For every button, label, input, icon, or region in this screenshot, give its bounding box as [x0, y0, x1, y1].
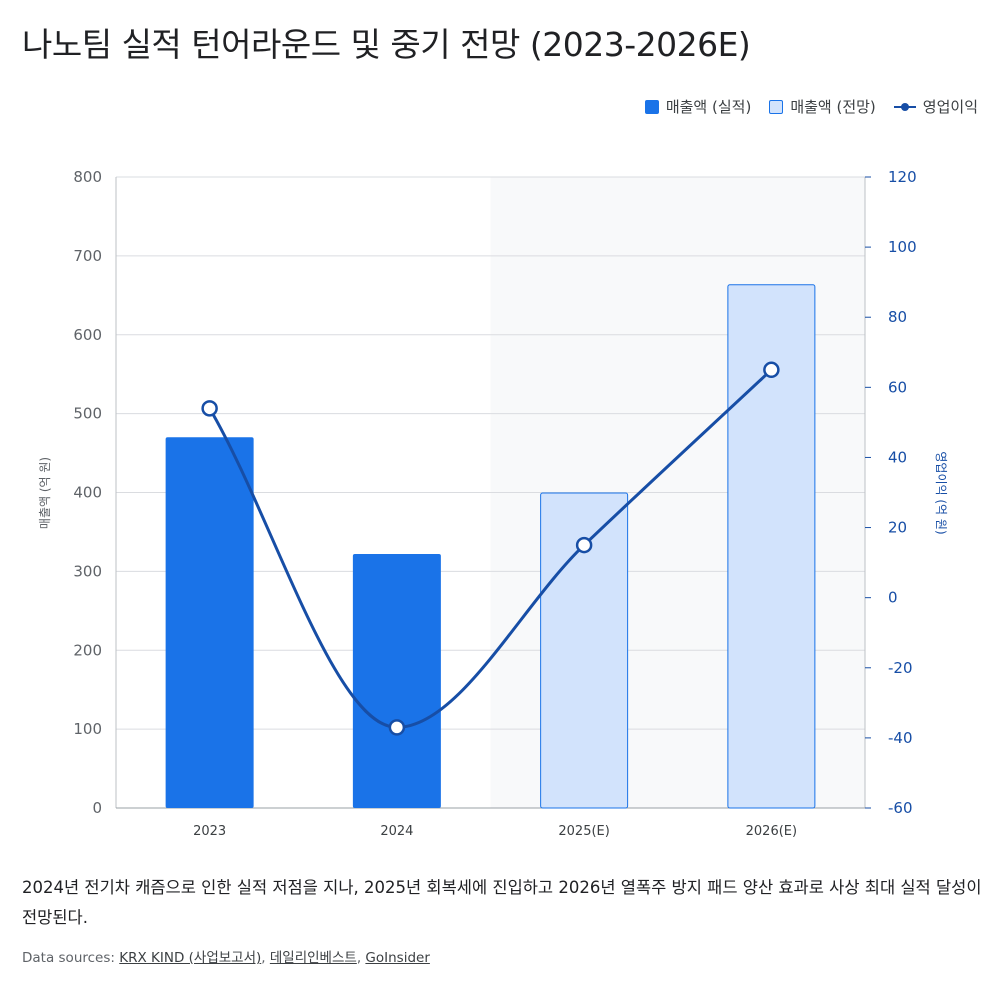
y-tick-label: 200: [73, 641, 102, 659]
y-tick-label: 500: [73, 405, 102, 423]
chart-title: 나노팀 실적 턴어라운드 및 중기 전망 (2023-2026E): [22, 25, 751, 64]
x-tick-label: 2025(E): [558, 824, 609, 839]
y2-tick-label: 120: [888, 168, 917, 186]
y2-tick-label: 80: [888, 308, 907, 326]
bar-actual: [352, 554, 441, 808]
y-tick-label: 100: [73, 720, 102, 738]
legend-label-forecast: 매출액 (전망): [790, 98, 876, 116]
legend-item-operating-profit[interactable]: 영업이익: [893, 96, 978, 117]
data-sources: Data sources: KRX KIND (사업보고서), 데일리인베스트,…: [22, 946, 430, 966]
y2-tick-label: 20: [888, 519, 907, 537]
legend-swatch-forecast: [769, 99, 784, 114]
legend-swatch-line: [893, 101, 916, 113]
chart-caption: 2024년 전기차 캐즘으로 인한 실적 저점을 지나, 2025년 회복세에 …: [22, 878, 982, 927]
y-tick-label: 300: [73, 562, 102, 580]
source-link-krx[interactable]: KRX KIND (사업보고서): [119, 950, 262, 966]
y2-tick-label: 60: [888, 378, 907, 396]
y2-tick-label: 0: [888, 589, 898, 607]
y-tick-label: 0: [92, 799, 102, 817]
operating-profit-point: [763, 361, 780, 379]
operating-profit-point: [201, 400, 218, 417]
legend-label-actual: 매출액 (실적): [665, 98, 752, 116]
y-tick-label: 800: [73, 168, 102, 186]
legend: 매출액 (실적) 매출액 (전망) 영업이익: [644, 96, 978, 117]
y-axis-title: 매출액 (억 원): [38, 457, 52, 529]
x-tick-label: 2023: [193, 824, 226, 839]
sources-separator: ,: [261, 950, 270, 966]
legend-swatch-actual: [644, 99, 659, 114]
y-tick-label: 700: [73, 247, 102, 265]
source-link-dailyinvest[interactable]: 데일리인베스트: [269, 950, 357, 966]
sources-prefix: Data sources:: [22, 950, 120, 966]
y-tick-label: 600: [73, 326, 102, 344]
source-link-goinsider[interactable]: GoInsider: [365, 950, 430, 966]
bar-actual: [165, 437, 254, 808]
y2-tick-label: -40: [888, 729, 913, 747]
y2-tick-label: 100: [888, 238, 917, 256]
sources-separator: ,: [356, 950, 366, 966]
x-tick-label: 2024: [380, 824, 413, 839]
bar-forecast: [540, 492, 629, 809]
legend-item-actual[interactable]: 매출액 (실적): [644, 96, 752, 117]
operating-profit-point: [388, 719, 406, 736]
legend-label-operating-profit: 영업이익: [922, 98, 978, 116]
y2-axis-title: 영업이익 (억 원): [934, 451, 948, 534]
y2-tick-label: -60: [888, 799, 913, 817]
bar-forecast: [727, 284, 816, 809]
y2-tick-label: 40: [888, 448, 907, 466]
combo-chart: 0 100 200 300 400 500 600 700 800 -60 -40 -20 0 20 40 6…: [38, 168, 948, 839]
y-tick-label: 400: [73, 484, 102, 502]
operating-profit-line: [208, 368, 773, 729]
x-tick-label: 2026(E): [746, 824, 797, 839]
legend-item-forecast[interactable]: 매출액 (전망): [769, 96, 876, 117]
operating-profit-point: [575, 536, 593, 554]
y2-tick-label: -20: [888, 659, 913, 677]
